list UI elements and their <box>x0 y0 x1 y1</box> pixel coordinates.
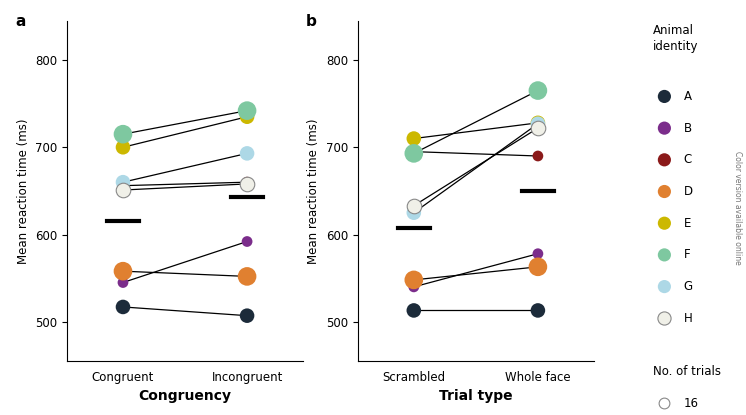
Point <box>241 181 253 187</box>
Point <box>408 148 420 155</box>
Text: D: D <box>684 185 693 198</box>
Y-axis label: Mean reaction time (ms): Mean reaction time (ms) <box>16 118 30 264</box>
Point <box>659 315 671 322</box>
Point <box>408 210 420 216</box>
X-axis label: Congruency: Congruency <box>139 389 231 403</box>
Point <box>117 179 129 186</box>
Point <box>241 107 253 114</box>
Point <box>532 250 544 257</box>
X-axis label: Trial type: Trial type <box>439 389 513 403</box>
Text: 16: 16 <box>684 397 699 410</box>
Point <box>408 135 420 142</box>
Y-axis label: Mean reaction time (ms): Mean reaction time (ms) <box>307 118 321 264</box>
Point <box>117 304 129 310</box>
Text: H: H <box>684 312 692 325</box>
Point <box>117 187 129 193</box>
Point <box>241 113 253 120</box>
Point <box>659 188 671 195</box>
Text: b: b <box>306 14 317 29</box>
Point <box>408 203 420 209</box>
Point <box>241 273 253 280</box>
Point <box>408 283 420 290</box>
Point <box>532 120 544 126</box>
Text: G: G <box>684 280 693 293</box>
Point <box>241 238 253 245</box>
Point <box>659 400 671 407</box>
Point <box>659 125 671 132</box>
Point <box>532 307 544 314</box>
Text: Color version available online: Color version available online <box>733 151 742 264</box>
Point <box>659 93 671 100</box>
Point <box>408 150 420 157</box>
Point <box>117 144 129 151</box>
Text: Animal
identity: Animal identity <box>653 24 698 53</box>
Text: No. of trials: No. of trials <box>653 365 721 378</box>
Point <box>532 153 544 159</box>
Point <box>241 179 253 186</box>
Text: F: F <box>684 249 690 261</box>
Text: B: B <box>684 122 692 134</box>
Point <box>241 150 253 157</box>
Point <box>659 251 671 258</box>
Point <box>408 307 420 314</box>
Point <box>241 312 253 319</box>
Point <box>532 87 544 94</box>
Point <box>659 283 671 290</box>
Point <box>532 125 544 132</box>
Text: a: a <box>15 14 25 29</box>
Point <box>532 264 544 270</box>
Point <box>532 120 544 127</box>
Text: E: E <box>684 217 691 230</box>
Point <box>408 276 420 283</box>
Point <box>659 220 671 227</box>
Text: A: A <box>684 90 692 103</box>
Point <box>117 268 129 274</box>
Point <box>117 279 129 286</box>
Point <box>117 131 129 137</box>
Point <box>117 182 129 189</box>
Point <box>659 156 671 163</box>
Text: C: C <box>684 153 692 166</box>
